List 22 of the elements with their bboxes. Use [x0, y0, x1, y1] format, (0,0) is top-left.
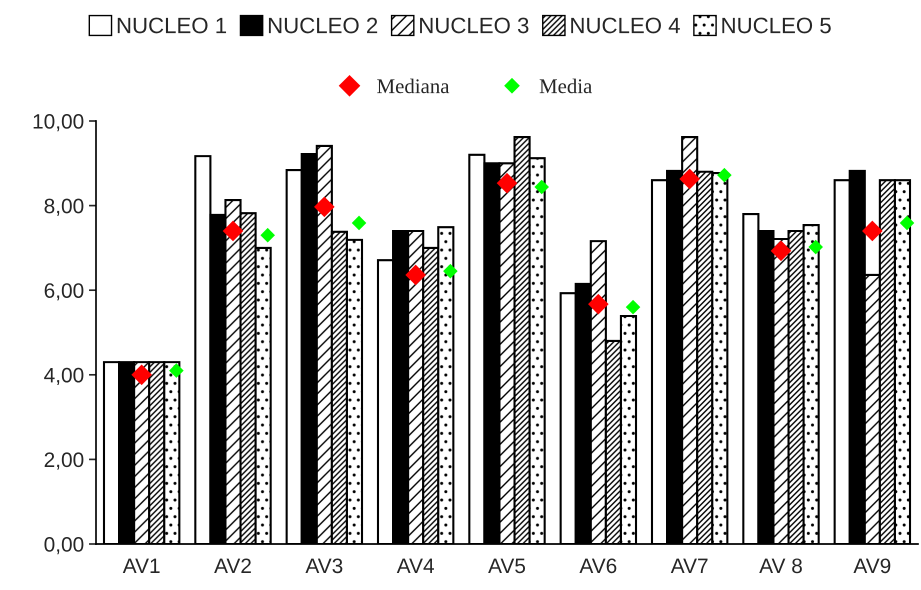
legend-label: NUCLEO 1	[118, 18, 226, 34]
y-tick-label: 8,00	[44, 198, 84, 216]
legend-label: Mediana	[377, 78, 450, 94]
y-tick-label: 2,00	[44, 452, 84, 470]
legend-label: NUCLEO 2	[268, 18, 378, 34]
x-tick-label: AV 8	[759, 558, 802, 574]
x-tick-label: AV9	[853, 558, 890, 574]
y-tick-label: 4,00	[44, 368, 84, 386]
x-tick-label: AV2	[214, 558, 251, 573]
x-tick-label: AV1	[122, 558, 160, 573]
legend-label: Media	[540, 78, 592, 94]
legend-label: NUCLEO 4	[571, 18, 680, 34]
y-tick-label: 6,00	[44, 283, 84, 300]
x-tick-label: AV4	[396, 558, 434, 573]
legend-label: NUCLEO 3	[420, 18, 528, 34]
y-tick-label: 0,00	[44, 537, 84, 554]
x-tick-label: AV6	[579, 558, 616, 574]
x-tick-label: AV3	[305, 558, 342, 574]
x-tick-label: AV7	[670, 558, 708, 573]
y-tick-label: 10,00	[34, 114, 84, 132]
legend-label: NUCLEO 5	[722, 18, 831, 34]
x-tick-label: AV5	[488, 558, 526, 574]
